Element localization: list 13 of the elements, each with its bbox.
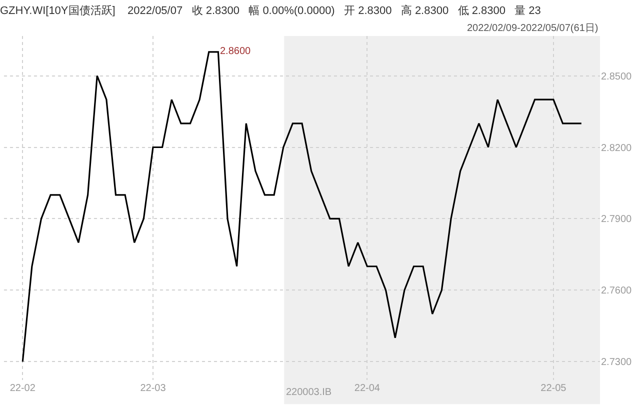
x-tick-label: 22-03 [140, 383, 166, 394]
y-tick-label: 2.7300 [601, 357, 632, 368]
annotation: 2.8600 [220, 46, 252, 57]
x-tick-label: 22-04 [354, 383, 380, 394]
x-tick-label: 22-05 [540, 383, 567, 394]
chart-subtitle: 2022/02/09-2022/05/07(61日) [467, 23, 598, 34]
chart-title: GZHY.WI[10Y国债活跃] 2022/05/07 收 2.8300 幅 0.00%(0.0000) 开 2.8300 高 2.8300 低 2.8300 量 23 [0, 4, 541, 17]
y-tick-label: 2.7600 [601, 286, 632, 297]
x-tick-label: 22-02 [10, 383, 36, 394]
y-tick-label: 2.7900 [601, 214, 632, 226]
y-tick-label: 2.8200 [601, 142, 632, 154]
y-tick-label: 2.8500 [601, 71, 632, 82]
text: 220003.IB [286, 387, 332, 398]
